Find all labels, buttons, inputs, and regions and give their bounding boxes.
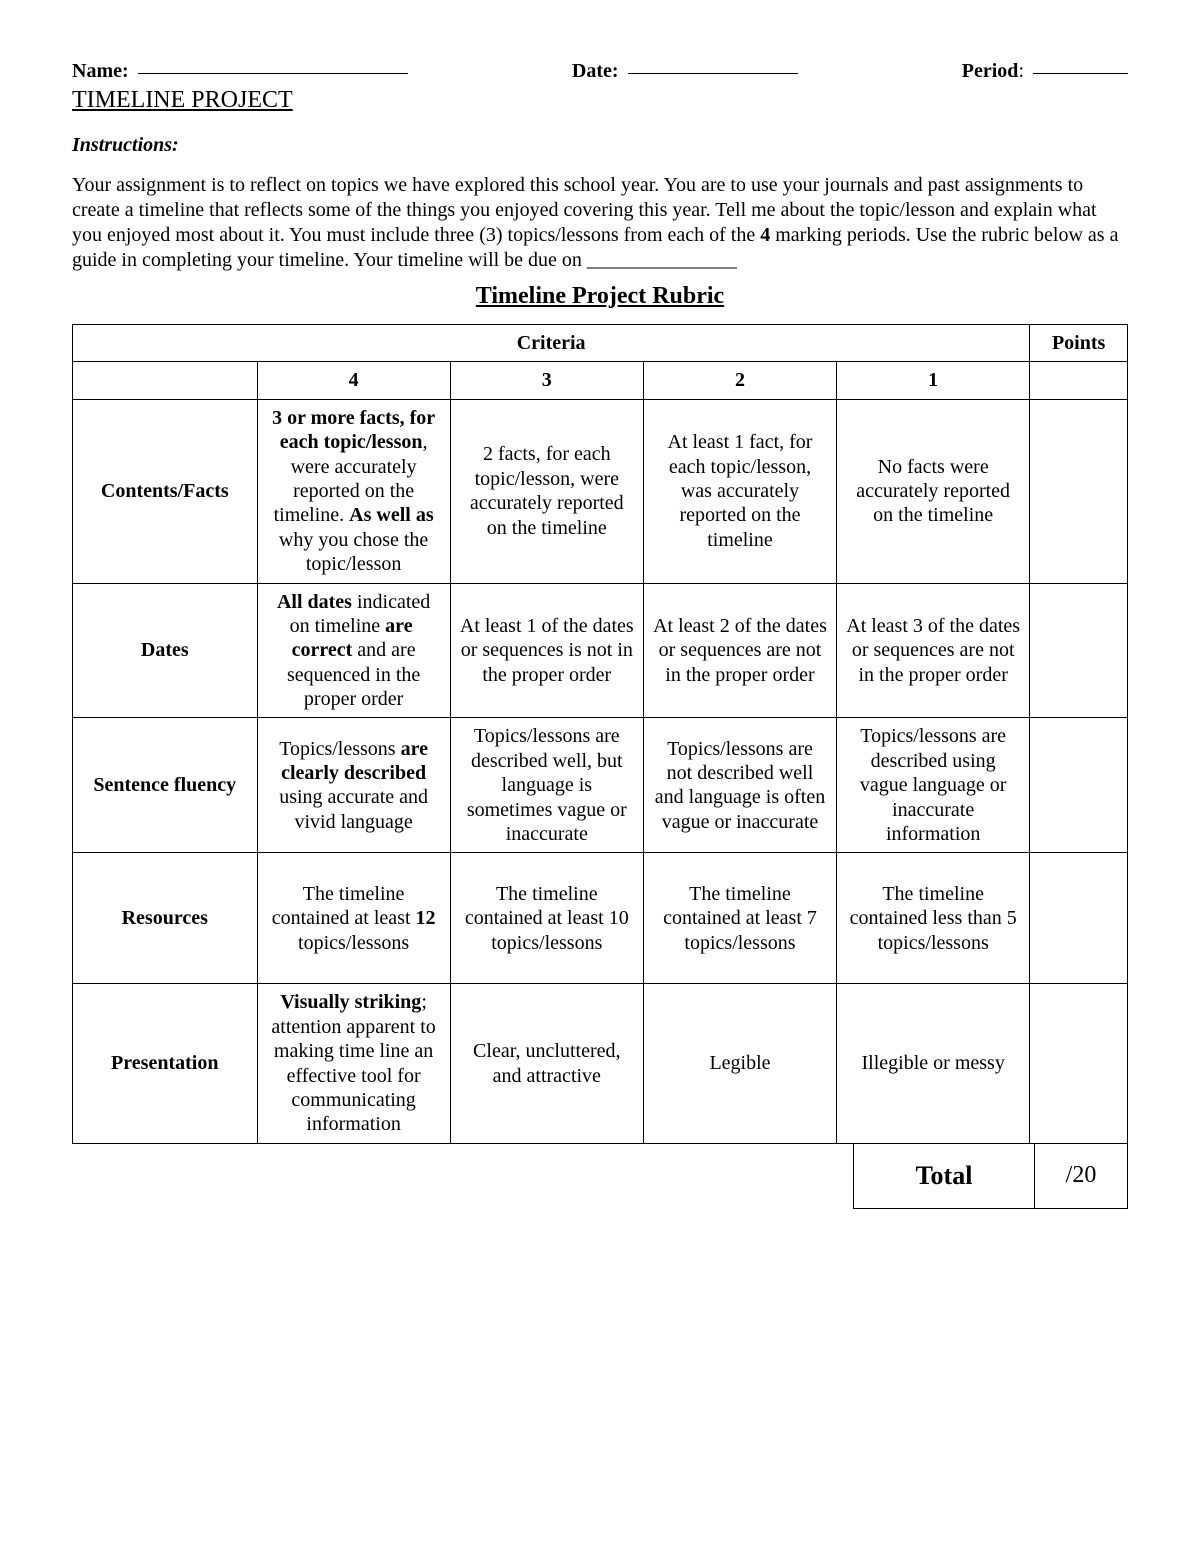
points-blank-header — [1030, 362, 1128, 399]
instructions-body: Your assignment is to reflect on topics … — [72, 173, 1128, 273]
rubric-cell: At least 2 of the dates or sequences are… — [643, 583, 836, 718]
period-label: Period — [962, 60, 1019, 82]
date-label: Date: — [572, 60, 619, 82]
header-row-2: 4 3 2 1 — [73, 362, 1128, 399]
date-blank[interactable] — [628, 73, 798, 74]
rubric-cell: Topics/lessons are described using vague… — [837, 718, 1030, 853]
score-1: 1 — [837, 362, 1030, 399]
rubric-table: Criteria Points 4 3 2 1 Contents/Facts3 … — [72, 324, 1128, 1144]
rubric-cell: Clear, uncluttered, and attractive — [450, 984, 643, 1143]
row-label: Contents/Facts — [73, 399, 258, 583]
rubric-title: Timeline Project Rubric — [72, 283, 1128, 310]
rubric-cell: The timeline contained less than 5 topic… — [837, 853, 1030, 984]
rubric-cell: Topics/lessons are not described well an… — [643, 718, 836, 853]
points-cell[interactable] — [1030, 583, 1128, 718]
rubric-cell: At least 3 of the dates or sequences are… — [837, 583, 1030, 718]
instructions-label: Instructions: — [72, 134, 1128, 157]
rubric-cell: Illegible or messy — [837, 984, 1030, 1143]
rubric-cell: Topics/lessons are clearly described usi… — [257, 718, 450, 853]
blank-corner — [73, 362, 258, 399]
rubric-cell: At least 1 fact, for each topic/lesson, … — [643, 399, 836, 583]
table-row: Contents/Facts3 or more facts, for each … — [73, 399, 1128, 583]
rubric-cell: At least 1 of the dates or sequences is … — [450, 583, 643, 718]
row-label: Sentence fluency — [73, 718, 258, 853]
name-field[interactable]: Name: — [72, 60, 408, 83]
rubric-cell: All dates indicated on timeline are corr… — [257, 583, 450, 718]
row-label: Dates — [73, 583, 258, 718]
table-row: DatesAll dates indicated on timeline are… — [73, 583, 1128, 718]
score-4: 4 — [257, 362, 450, 399]
rubric-cell: The timeline contained at least 12 topic… — [257, 853, 450, 984]
period-blank[interactable] — [1033, 73, 1128, 74]
date-field[interactable]: Date: — [572, 60, 798, 83]
table-row: ResourcesThe timeline contained at least… — [73, 853, 1128, 984]
row-label: Resources — [73, 853, 258, 984]
points-header: Points — [1030, 325, 1128, 362]
points-cell[interactable] — [1030, 984, 1128, 1143]
row-label: Presentation — [73, 984, 258, 1143]
rubric-cell: The timeline contained at least 10 topic… — [450, 853, 643, 984]
criteria-header: Criteria — [73, 325, 1030, 362]
header-fields: Name: Date: Period: — [72, 60, 1128, 83]
page-title: TIMELINE PROJECT — [72, 87, 1128, 114]
points-cell[interactable] — [1030, 718, 1128, 853]
name-label: Name: — [72, 60, 129, 82]
total-value: /20 — [1035, 1144, 1128, 1209]
rubric-cell: Visually striking; attention apparent to… — [257, 984, 450, 1143]
score-3: 3 — [450, 362, 643, 399]
period-field[interactable]: Period: — [962, 60, 1128, 83]
rubric-cell: Legible — [643, 984, 836, 1143]
rubric-cell: 2 facts, for each topic/lesson, were acc… — [450, 399, 643, 583]
rubric-body: Contents/Facts3 or more facts, for each … — [73, 399, 1128, 1143]
total-table: Total /20 — [853, 1144, 1128, 1209]
rubric-cell: No facts were accurately reported on the… — [837, 399, 1030, 583]
points-cell[interactable] — [1030, 399, 1128, 583]
table-row: PresentationVisually striking; attention… — [73, 984, 1128, 1143]
header-row-1: Criteria Points — [73, 325, 1128, 362]
rubric-cell: The timeline contained at least 7 topics… — [643, 853, 836, 984]
points-cell[interactable] — [1030, 853, 1128, 984]
rubric-cell: 3 or more facts, for each topic/lesson, … — [257, 399, 450, 583]
total-label: Total — [854, 1144, 1035, 1209]
rubric-cell: Topics/lessons are described well, but l… — [450, 718, 643, 853]
table-row: Sentence fluencyTopics/lessons are clear… — [73, 718, 1128, 853]
score-2: 2 — [643, 362, 836, 399]
name-blank[interactable] — [138, 73, 408, 74]
